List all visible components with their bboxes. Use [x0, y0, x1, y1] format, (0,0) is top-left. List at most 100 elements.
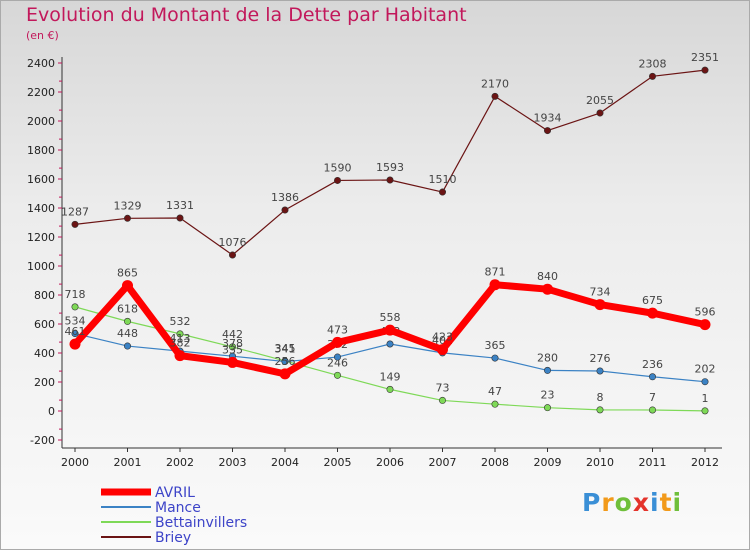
data-label-mance: 341 — [275, 343, 296, 356]
legend-label-bettainvillers: Bettainvillers — [155, 515, 247, 531]
data-label-avril: 865 — [117, 267, 138, 280]
data-point-briey — [229, 251, 237, 259]
x-tick-label: 2009 — [534, 456, 562, 469]
data-label-bettainvillers: 8 — [597, 391, 604, 404]
data-label-avril: 473 — [327, 323, 348, 336]
data-label-briey: 1593 — [376, 161, 404, 174]
y-tick-label: 600 — [34, 318, 55, 331]
x-tick-label: 2002 — [166, 456, 194, 469]
data-point-mance — [701, 378, 709, 386]
data-point-mance — [596, 367, 604, 375]
data-point-bettainvillers — [491, 400, 499, 408]
data-point-bettainvillers — [124, 317, 132, 325]
data-point-bettainvillers — [176, 330, 184, 338]
y-tick-label: 1200 — [27, 231, 55, 244]
data-label-bettainvillers: 73 — [436, 381, 450, 394]
data-point-briey — [438, 188, 446, 196]
data-label-avril: 256 — [275, 355, 296, 368]
data-label-briey: 2351 — [691, 51, 719, 64]
data-point-avril — [437, 344, 448, 356]
data-label-briey: 1510 — [429, 173, 457, 186]
data-label-briey: 1590 — [324, 161, 352, 174]
data-point-briey — [176, 214, 184, 222]
x-tick-label: 2010 — [586, 456, 614, 469]
data-point-avril — [384, 324, 396, 336]
y-tick-label: 200 — [34, 376, 55, 389]
data-point-briey — [71, 220, 79, 228]
data-label-bettainvillers: 47 — [488, 385, 502, 398]
chart-title: Evolution du Montant de la Dette par Hab… — [26, 4, 467, 26]
y-tick-label: 1800 — [27, 144, 55, 157]
data-label-mance: 276 — [590, 352, 611, 365]
data-label-mance: 280 — [537, 351, 558, 364]
x-tick-label: 2012 — [691, 456, 719, 469]
y-tick-label: 1400 — [27, 202, 55, 215]
data-label-avril: 596 — [695, 306, 716, 319]
data-point-avril — [332, 336, 343, 348]
legend-label-mance: Mance — [155, 500, 201, 516]
data-point-mance — [543, 366, 551, 374]
data-point-mance — [71, 330, 79, 338]
data-label-briey: 1329 — [114, 199, 142, 212]
x-tick-label: 2000 — [61, 456, 89, 469]
data-point-mance — [386, 340, 394, 348]
data-label-avril: 558 — [380, 311, 401, 324]
data-label-briey: 1287 — [61, 205, 89, 218]
data-label-bettainvillers: 618 — [117, 302, 138, 315]
data-label-briey: 1934 — [534, 112, 562, 125]
data-label-avril: 734 — [590, 286, 611, 299]
y-tick-label: 0 — [48, 405, 55, 418]
y-tick-label: 1600 — [27, 173, 55, 186]
y-tick-label: 800 — [34, 289, 55, 302]
data-label-bettainvillers: 718 — [65, 288, 86, 301]
x-tick-label: 2011 — [639, 456, 667, 469]
chart-subtitle: (en €) — [26, 29, 59, 42]
proxiti-logo: Proxiti — [582, 488, 683, 517]
data-label-avril: 840 — [537, 270, 558, 283]
data-label-mance: 413 — [170, 332, 191, 345]
y-tick-label: -200 — [30, 434, 55, 447]
data-label-avril: 871 — [485, 266, 506, 279]
y-tick-label: 1000 — [27, 260, 55, 273]
data-point-briey — [124, 214, 132, 222]
data-point-bettainvillers — [229, 343, 237, 351]
data-label-briey: 1076 — [219, 236, 247, 249]
data-label-bettainvillers: 246 — [327, 356, 348, 369]
y-tick-label: 2400 — [27, 57, 55, 70]
data-point-bettainvillers — [438, 396, 446, 404]
data-label-bettainvillers: 149 — [380, 370, 401, 383]
data-point-mance — [333, 353, 341, 361]
data-point-avril — [647, 307, 658, 319]
data-point-briey — [333, 176, 341, 184]
data-point-briey — [543, 127, 551, 135]
data-label-briey: 2170 — [481, 77, 509, 90]
data-point-mance — [124, 342, 132, 350]
data-point-avril — [542, 283, 553, 295]
data-label-mance: 202 — [695, 363, 716, 376]
data-label-bettainvillers: 532 — [170, 315, 191, 328]
data-label-mance: 448 — [117, 327, 138, 340]
data-label-bettainvillers: 345 — [275, 342, 296, 355]
data-label-avril: 335 — [222, 343, 243, 356]
data-point-bettainvillers — [386, 385, 394, 393]
data-label-avril: 461 — [65, 325, 86, 338]
data-label-mance: 378 — [222, 337, 243, 350]
data-label-mance: 365 — [485, 339, 506, 352]
data-label-mance: 534 — [65, 315, 86, 328]
data-point-mance — [648, 373, 656, 381]
data-point-avril — [279, 368, 291, 380]
data-point-avril — [699, 319, 711, 331]
data-point-bettainvillers — [543, 404, 551, 412]
data-label-briey: 1331 — [166, 199, 194, 212]
legend-label-briey: Briey — [155, 530, 191, 546]
x-tick-label: 2005 — [324, 456, 352, 469]
data-point-avril — [69, 338, 81, 350]
x-tick-label: 2006 — [376, 456, 404, 469]
data-point-avril — [122, 280, 133, 292]
data-point-mance — [281, 358, 289, 366]
data-label-briey: 2308 — [639, 57, 667, 70]
y-tick-label: 2000 — [27, 115, 55, 128]
data-label-briey: 1386 — [271, 191, 299, 204]
